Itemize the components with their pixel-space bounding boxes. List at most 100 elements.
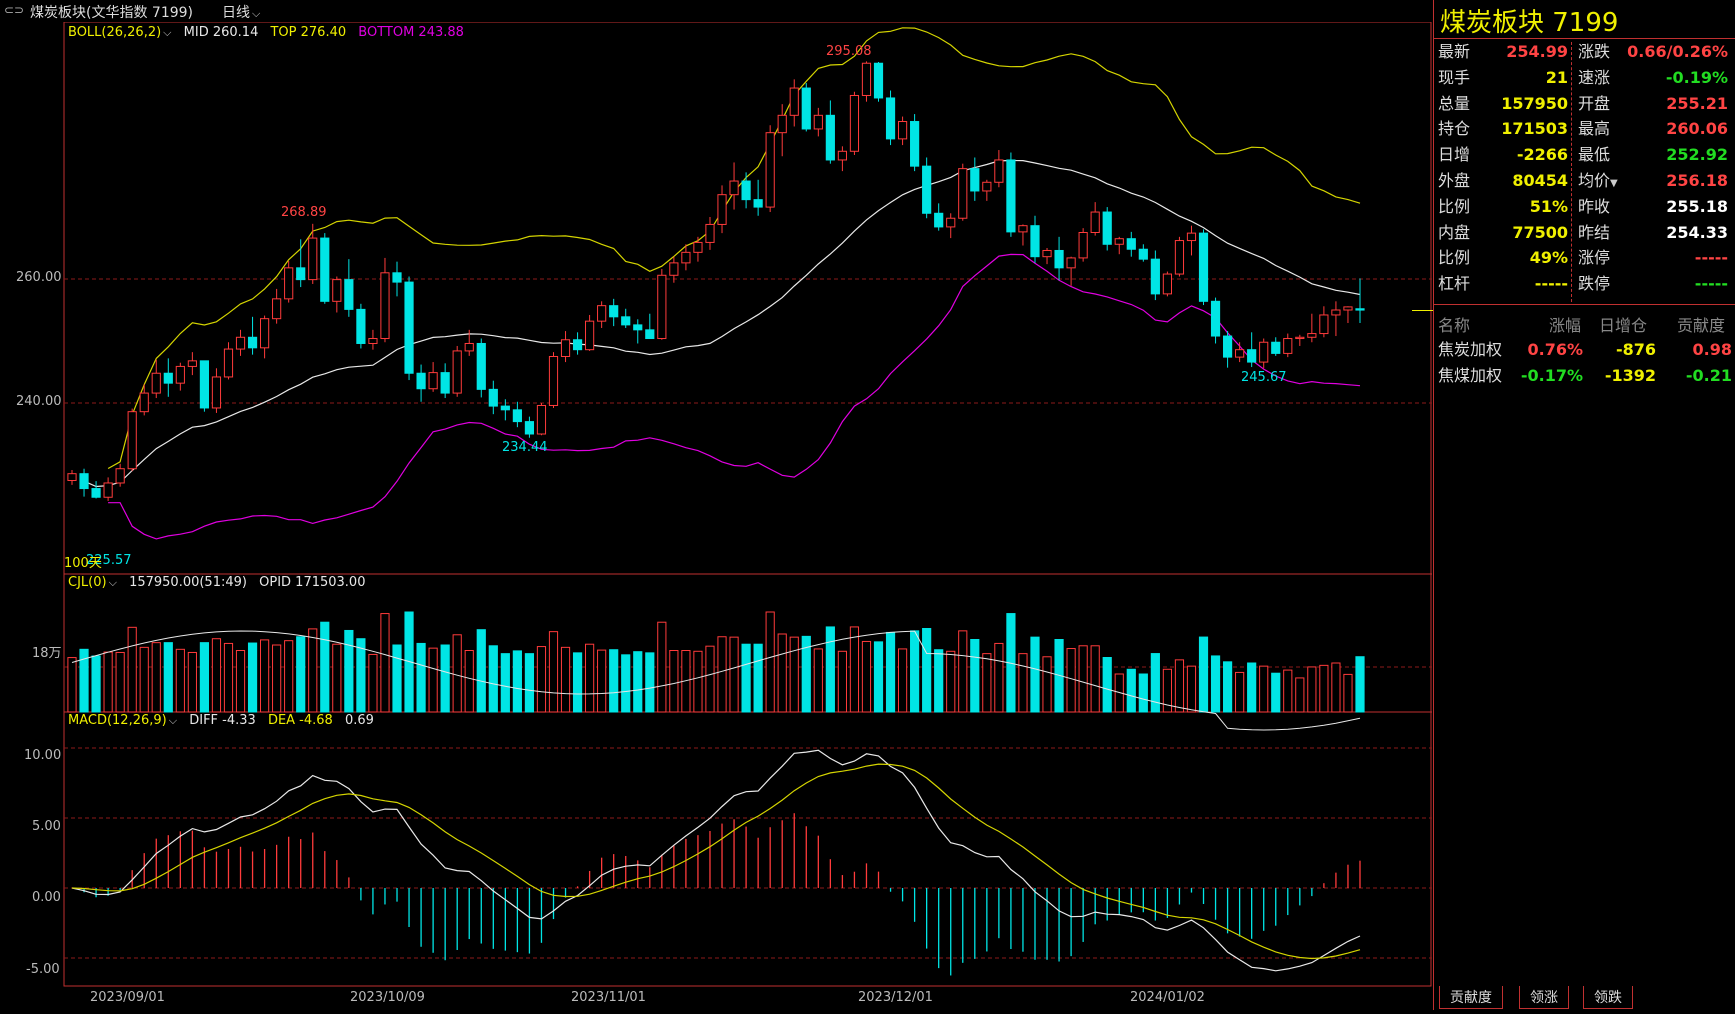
volume-bar [657,621,667,713]
tab-leading-down[interactable]: 领跌 [1583,986,1633,1009]
quote-row: 昨收 255.18 [1578,195,1728,219]
macd-name[interactable]: MACD(12,26,9) [68,713,177,728]
candle-body [1006,159,1016,233]
component-change: 0.76% [1527,340,1583,359]
table-header-name[interactable]: 名称 [1438,316,1471,335]
date-label: 2024/01/02 [1130,990,1205,1005]
boll-mid: MID 260.14 [183,25,259,40]
candle-body [994,159,1004,183]
quote-panel: 煤炭板块 7199 最新 254.99 现手 21 总量 157950 持仓 1… [1433,0,1735,1010]
volume-bar [1126,668,1136,713]
volume-name[interactable]: CJL(0) [68,575,117,590]
table-header-change[interactable]: 涨幅 [1549,316,1582,335]
quote-row: 持仓 171503 [1438,117,1568,141]
candle-body [1355,308,1365,311]
candle-body [536,404,547,435]
volume-bar [946,650,956,713]
divider [1434,38,1735,39]
volume-bar [464,650,474,713]
component-contrib: 0.98 [1692,340,1732,359]
volume-bar [897,648,908,713]
volume-bar [777,633,787,713]
table-header-oi[interactable]: 日增仓 [1599,316,1648,335]
volume-bar [476,629,486,713]
candle-body [127,411,137,470]
candle-body [1066,257,1076,269]
candle-body [609,305,619,318]
volume-bar [260,639,270,713]
chevron-down-icon[interactable]: ▼ [1610,178,1618,189]
boll-top-line [107,27,1361,470]
volume-bar [1102,657,1112,713]
title-bar: ⊂⊃ 煤炭板块(文华指数 7199) 日线 [0,0,1432,22]
candle-body [560,339,571,358]
table-row[interactable]: 焦煤加权 -0.17% -1392 -0.21 [1438,364,1732,388]
volume-bar [994,642,1004,713]
candle-body [1114,238,1124,245]
quote-row: 外盘 80454 [1438,169,1568,193]
volume-bar [536,646,547,713]
quote-label: 跌停 [1578,274,1611,294]
candle-body [777,114,787,134]
candle-body [717,194,727,225]
bottom-tabs: 贡献度 领涨 领跌 [1433,984,1735,1010]
candle-body [115,468,125,484]
volume-bar [910,630,920,713]
volume-bar [284,640,294,713]
quote-row: 比例 51% [1438,195,1568,219]
table-row[interactable]: 焦炭加权 0.76% -876 0.98 [1438,338,1732,362]
candle-body [1271,341,1281,354]
candle-body [1042,249,1052,258]
volume-bar [380,613,390,713]
quote-label: 涨跌 [1578,42,1611,61]
candle-body [416,372,426,390]
chart-area[interactable]: BOLL(26,26,2) MID 260.14 TOP 276.40 BOTT… [0,21,1432,1010]
quote-label: 比例 [1438,196,1471,216]
candle-body [211,376,222,409]
candle-body [1198,232,1209,302]
link-icon[interactable]: ⊂⊃ [4,3,25,17]
candle-body [849,94,860,152]
quote-value: 260.06 [1666,119,1728,139]
candle-body [681,251,691,264]
macd-dea: DEA -4.68 [267,713,333,728]
volume-bar [392,644,402,713]
quote-label: 日增 [1438,145,1471,165]
candle-body [440,372,450,394]
volume-bar [1198,636,1209,713]
boll-name[interactable]: BOLL(26,26,2) [68,25,172,40]
macd-label-10: 10.00 [24,748,62,763]
chart-canvas[interactable] [0,21,1432,1010]
volume-bar [163,642,173,713]
volume-bar [1307,666,1317,713]
period-selector[interactable]: 日线 [222,2,260,22]
candle-body [1222,335,1233,358]
boll-mid-line [83,159,1361,488]
tab-contribution[interactable]: 贡献度 [1439,986,1503,1009]
quote-row: 比例 49% [1438,246,1568,270]
volume-bar [572,652,583,713]
candle-body [1186,232,1197,242]
candle-body [79,473,89,490]
divider [1434,304,1735,305]
volume-bar [67,657,77,713]
volume-bar [296,636,306,713]
quote-value: ----- [1694,248,1728,268]
quote-row: 日增 -2266 [1438,143,1568,167]
candle-body [1138,248,1148,260]
volume-bar [1078,645,1088,713]
candle-body [572,339,583,351]
tab-leading-up[interactable]: 领涨 [1519,986,1569,1009]
volume-bar [524,653,535,713]
window-title: 煤炭板块(文华指数 7199) [30,5,194,21]
candle-body [67,473,77,481]
candle-body [235,336,246,350]
quote-value: ----- [1694,274,1728,294]
volume-bar [1066,648,1076,713]
table-header-contrib[interactable]: 贡献度 [1677,316,1726,335]
volume-bar [1090,645,1100,713]
volume-bar [1319,664,1329,713]
quote-row: 内盘 77500 [1438,221,1568,245]
quote-label: 最高 [1578,119,1611,139]
quote-row: 均价▼ 256.18 [1578,169,1728,193]
